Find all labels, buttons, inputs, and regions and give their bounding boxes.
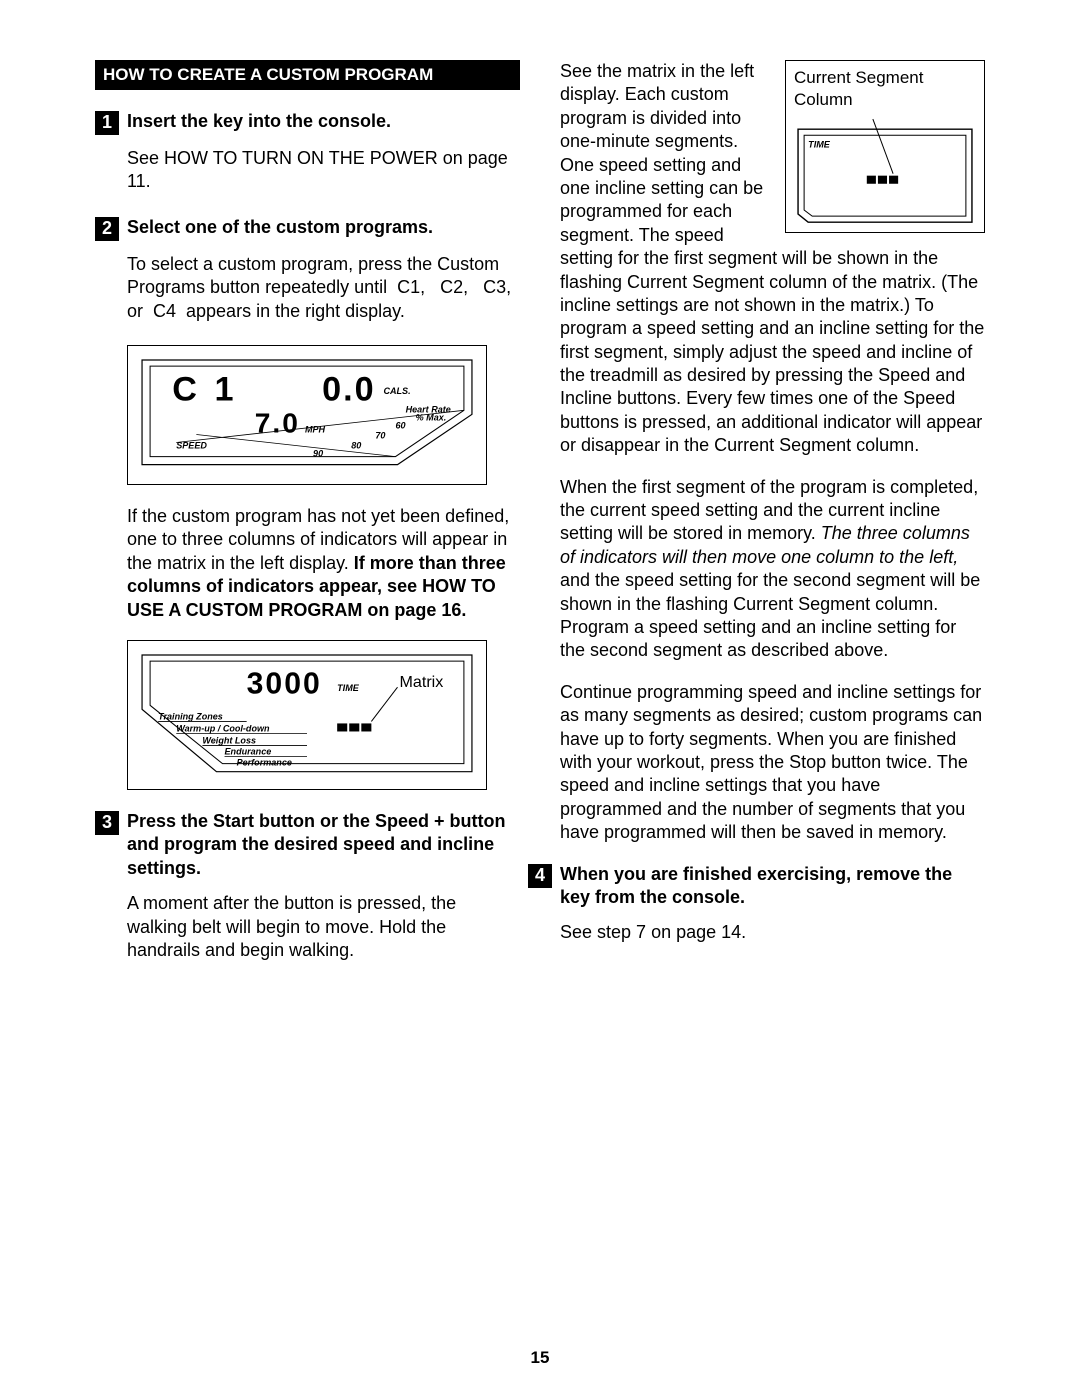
step-number-box: 2 <box>95 217 119 241</box>
right-para-3: Continue programming speed and incline s… <box>560 681 985 845</box>
svg-text:CALS.: CALS. <box>383 386 410 396</box>
left-column: HOW TO CREATE A CUSTOM PROGRAM 1 Insert … <box>95 60 520 984</box>
svg-text:7.0: 7.0 <box>255 408 300 439</box>
svg-text:TIME: TIME <box>337 683 360 693</box>
svg-text:60: 60 <box>396 420 406 430</box>
step-3: 3 Press the Start button or the Speed + … <box>95 810 520 962</box>
step-2-title: Select one of the custom programs. <box>127 216 433 239</box>
step-4: 4 When you are finished exercising, remo… <box>560 863 985 945</box>
step-2-body-1: To select a custom program, press the Cu… <box>127 253 520 323</box>
svg-text:SPEED: SPEED <box>176 441 207 451</box>
step-4-title: When you are finished exercising, remove… <box>560 863 985 910</box>
svg-text:% Max.: % Max. <box>416 412 447 422</box>
svg-text:Training Zones: Training Zones <box>158 711 223 721</box>
svg-text:C 1: C 1 <box>172 370 237 408</box>
svg-text:80: 80 <box>351 441 361 451</box>
svg-text:Matrix: Matrix <box>400 673 444 691</box>
section-header: HOW TO CREATE A CUSTOM PROGRAM <box>95 60 520 90</box>
page-number: 15 <box>0 1347 1080 1369</box>
step-2-body-2: If the custom program has not yet been d… <box>127 505 520 622</box>
page-columns: HOW TO CREATE A CUSTOM PROGRAM 1 Insert … <box>95 60 985 984</box>
step-3-body: A moment after the button is pressed, th… <box>127 892 520 962</box>
step-4-body: See step 7 on page 14. <box>560 921 985 944</box>
right-para-2: When the first segment of the program is… <box>560 476 985 663</box>
step-3-title: Press the Start button or the Speed + bu… <box>127 810 520 880</box>
svg-text:Performance: Performance <box>237 758 292 768</box>
svg-text:90: 90 <box>313 449 323 459</box>
svg-text:3000: 3000 <box>247 667 322 700</box>
svg-text:TIME: TIME <box>808 140 831 150</box>
svg-text:0.0: 0.0 <box>322 370 376 408</box>
figure-display-left: 3000 TIME Matrix Training Zones Warm-up … <box>127 640 487 790</box>
step-1: 1 Insert the key into the console. See H… <box>95 110 520 194</box>
step-1-body: See HOW TO TURN ON THE POWER on page 11. <box>127 147 520 194</box>
step-1-title: Insert the key into the console. <box>127 110 391 133</box>
svg-text:Warm-up / Cool-down: Warm-up / Cool-down <box>176 723 270 733</box>
svg-text:70: 70 <box>375 431 385 441</box>
svg-text:Endurance: Endurance <box>225 747 272 757</box>
step-number-box: 1 <box>95 111 119 135</box>
step-number-box: 3 <box>95 811 119 835</box>
step-number-box: 4 <box>528 864 552 888</box>
svg-text:MPH: MPH <box>305 425 326 435</box>
right-column: Current Segment Column TIME See the matr… <box>560 60 985 984</box>
svg-text:Weight Loss: Weight Loss <box>202 736 256 746</box>
figure-caption: Current Segment Column <box>794 67 976 111</box>
figure-display-right: C 1 0.0 7.0 CALS. MPH SPEED Heart Rate %… <box>127 345 487 485</box>
step-2: 2 Select one of the custom programs. To … <box>95 216 520 323</box>
figure-current-segment: Current Segment Column TIME <box>785 60 985 233</box>
